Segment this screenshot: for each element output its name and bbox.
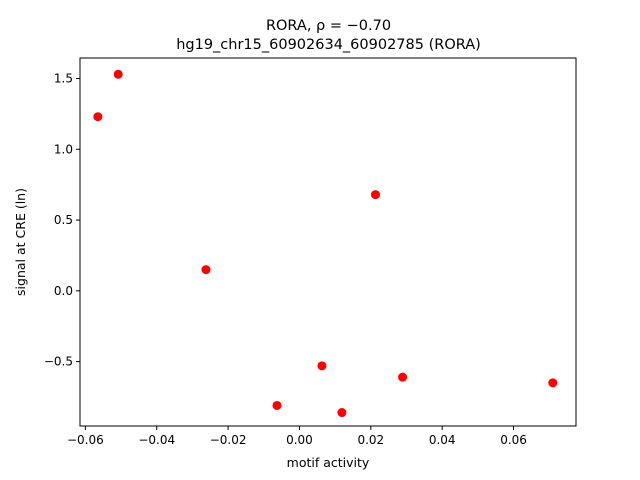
y-axis-label: signal at CRE (ln) — [13, 188, 28, 296]
y-tick-label: 0.5 — [54, 213, 73, 227]
plot-area-frame — [79, 57, 577, 427]
scatter-point — [201, 265, 211, 275]
chart-title-line2: hg19_chr15_60902634_60902785 (RORA) — [176, 37, 481, 53]
y-tick-label: 1.0 — [54, 142, 73, 156]
scatter-point — [398, 372, 408, 382]
y-tick-label: −0.5 — [44, 355, 73, 369]
x-tick-label: −0.06 — [67, 433, 104, 447]
x-tick-label: 0.02 — [357, 433, 384, 447]
x-tick-label: −0.04 — [138, 433, 175, 447]
scatter-point — [93, 112, 103, 122]
x-tick-label: 0.04 — [429, 433, 456, 447]
scatter-point — [548, 378, 558, 388]
scatter-point — [370, 190, 380, 200]
x-axis-label: motif activity — [287, 455, 370, 470]
scatter-point — [272, 400, 282, 410]
scatter-point — [113, 69, 123, 79]
chart-title-line1: RORA, ρ = −0.70 — [266, 18, 391, 34]
y-axis-ticks: −0.5 0.0 0.5 1.0 1.5 — [44, 72, 80, 369]
scatter-point — [337, 408, 347, 418]
y-tick-label: 1.5 — [54, 72, 73, 86]
x-axis-ticks: −0.06 −0.04 −0.02 0.00 0.02 0.04 0.06 — [67, 426, 527, 447]
x-tick-label: −0.02 — [210, 433, 247, 447]
x-tick-label: 0.00 — [286, 433, 313, 447]
y-tick-label: 0.0 — [54, 284, 73, 298]
x-tick-label: 0.06 — [500, 433, 527, 447]
scatter-point — [317, 361, 327, 371]
data-points — [93, 69, 558, 418]
